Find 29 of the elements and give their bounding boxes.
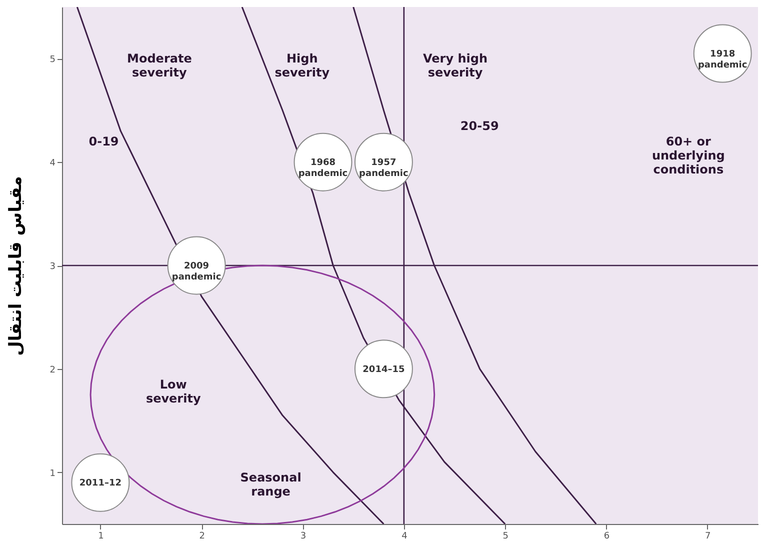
point [354,340,413,398]
annotation: 2011–12 [79,478,122,489]
y-tick-label: 5 [50,55,56,66]
annotation: 1918 pandemic [698,50,748,71]
x-tick-label: 6 [604,532,610,542]
x-tick-label: 1 [98,532,104,542]
point [71,453,130,512]
y-tick-label: 1 [50,468,56,479]
x-tick-label: 5 [502,532,508,542]
annotation: 1968 pandemic [298,158,348,180]
annotation: 20-59 [460,118,499,133]
annotation: Low severity [146,377,201,406]
annotation: 1957 pandemic [359,158,408,180]
y-tick-label: 3 [50,262,56,272]
annotation: 2009 pandemic [172,262,222,282]
annotation: Seasonal range [240,470,302,498]
annotation: Very high severity [423,52,488,80]
y-tick-label: 4 [50,158,56,169]
x-tick-label: 3 [300,532,306,542]
x-tick-label: 7 [705,532,711,542]
x-tick-label: 2 [199,532,205,542]
y-axis-title: مقیاس قابلیت انتقال [6,176,26,356]
annotation: Moderate severity [127,52,192,80]
annotation: 60+ or underlying conditions [652,134,725,176]
x-tick-label: 4 [402,532,408,542]
annotation: High severity [274,52,330,80]
annotation: 0-19 [88,134,119,148]
annotation: 2014–15 [362,364,405,375]
y-tick-label: 2 [50,365,56,376]
